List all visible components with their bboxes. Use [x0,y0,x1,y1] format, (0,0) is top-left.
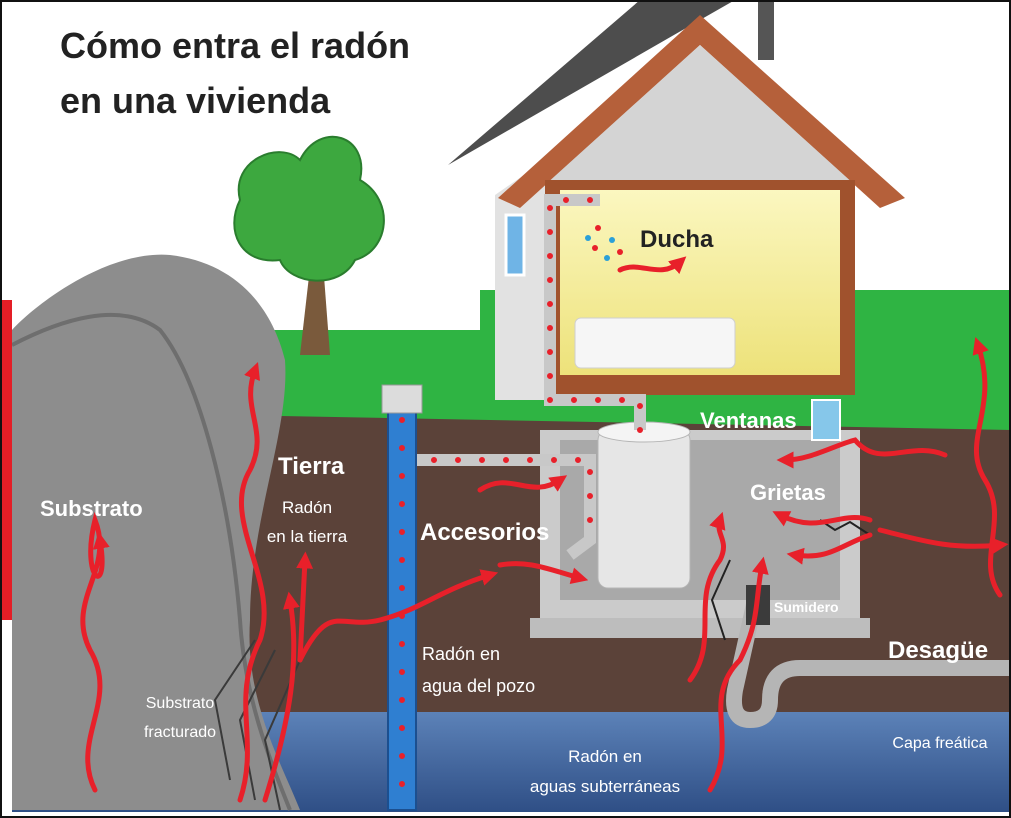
page: { "title": ["Cómo entra el radón", "en u… [0,0,1011,818]
label-well-water: agua del pozo [422,676,535,696]
water-heater [598,430,690,588]
label-groundwater: Radón en [568,747,642,766]
label-groundwater: aguas subterráneas [530,777,680,796]
label-well-water: Radón en [422,644,500,664]
label-fractured: Substrato [146,695,215,712]
label-fittings: Accesorios [420,519,549,546]
basement-window [812,400,840,440]
label-soil: Tierra [278,453,345,480]
footing [530,618,870,638]
radon-diagram: Cómo entra el radón en una vivienda Duch… [0,0,1011,818]
label-cracks: Grietas [750,480,826,505]
label-water-table: Capa freática [892,735,987,752]
chimney [758,0,774,60]
label-fractured: fracturado [144,724,216,741]
label-soil-radon: en la tierra [267,527,348,546]
label-soil-radon: Radón [282,498,332,517]
title-line: Cómo entra el radón [60,25,410,66]
side-window [506,215,524,275]
well-cap [382,385,422,413]
bathtub [575,318,735,368]
label-sump: Sumidero [774,599,839,615]
label-substrate: Substrato [40,496,143,521]
label-drain: Desagüe [888,637,988,664]
label-shower: Ducha [640,226,714,253]
label-windows: Ventanas [700,408,797,433]
title-line: en una vivienda [60,80,331,121]
